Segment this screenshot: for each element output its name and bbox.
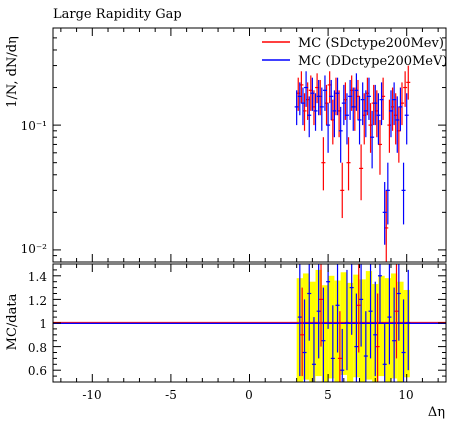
main-marks xyxy=(294,65,411,262)
x-tick-label: 10 xyxy=(398,388,413,402)
band-segment xyxy=(384,278,391,382)
ratio-y-label: MC/data xyxy=(5,293,20,350)
series-sd xyxy=(296,65,411,262)
main-y-tick-labels: 10⁻¹ 10⁻² xyxy=(21,119,48,256)
band-segment xyxy=(302,273,310,380)
ratio-ticks xyxy=(53,263,446,383)
main-title: Large Rapidity Gap xyxy=(53,7,182,22)
main-ticks xyxy=(53,28,446,263)
x-tick-label: 5 xyxy=(324,388,332,402)
band-segment xyxy=(403,289,410,378)
x-tick-labels: -10 -5 0 5 10 xyxy=(82,388,413,402)
main-y-label: 1/N, dN/dη xyxy=(5,36,20,108)
legend-label-sd: MC (SDctype200Mev) xyxy=(298,36,444,51)
band-segment xyxy=(309,281,316,382)
main-y-tick-label: 10⁻¹ xyxy=(21,119,47,133)
main-y-tick-label: 10⁻² xyxy=(21,242,48,256)
band-segment xyxy=(346,282,354,382)
legend-label-dd: MC (DDctype200MeV) xyxy=(298,54,447,69)
ratio-y-tick-label: 0.6 xyxy=(28,364,47,378)
ratio-y-tick-label: 0.8 xyxy=(28,341,47,355)
band-segment xyxy=(365,271,373,380)
band-segment xyxy=(321,285,329,382)
band-segment xyxy=(359,279,366,382)
ratio-plot: MC/data 0.6 0.8 1 1.2 1.4 -10 -5 0 5 10 … xyxy=(5,263,447,420)
ratio-points xyxy=(297,264,411,382)
band-segment xyxy=(328,275,335,379)
band-segment xyxy=(378,275,385,377)
band-segment xyxy=(397,281,404,382)
legend: MC (SDctype200Mev) MC (DDctype200MeV) xyxy=(262,36,447,69)
ratio-marks xyxy=(53,264,446,382)
main-plot: Large Rapidity Gap 1/N, dN/dη 10⁻¹ 10⁻² … xyxy=(5,7,447,263)
x-tick-label: -5 xyxy=(165,388,177,402)
ratio-y-tick-label: 1 xyxy=(39,317,47,331)
x-tick-label: 0 xyxy=(245,388,253,402)
ratio-y-tick-label: 1.2 xyxy=(28,294,47,308)
series-dd xyxy=(294,71,409,245)
ratio-y-tick-label: 1.4 xyxy=(28,270,47,284)
ratio-y-tick-labels: 0.6 0.8 1 1.2 1.4 xyxy=(28,270,47,378)
x-axis-label: Δη xyxy=(428,405,445,420)
x-tick-label: -10 xyxy=(82,388,101,402)
